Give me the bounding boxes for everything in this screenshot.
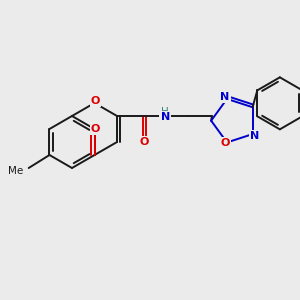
Text: O: O <box>91 124 100 134</box>
Text: N: N <box>250 131 259 141</box>
Text: N: N <box>160 112 170 122</box>
Text: N: N <box>220 92 230 102</box>
Text: O: O <box>139 137 149 147</box>
Text: O: O <box>220 138 230 148</box>
Text: Me: Me <box>8 166 24 176</box>
Text: H: H <box>161 107 169 117</box>
Text: O: O <box>91 96 100 106</box>
